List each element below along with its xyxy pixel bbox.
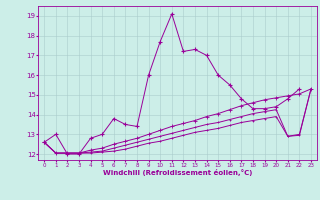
X-axis label: Windchill (Refroidissement éolien,°C): Windchill (Refroidissement éolien,°C) bbox=[103, 169, 252, 176]
